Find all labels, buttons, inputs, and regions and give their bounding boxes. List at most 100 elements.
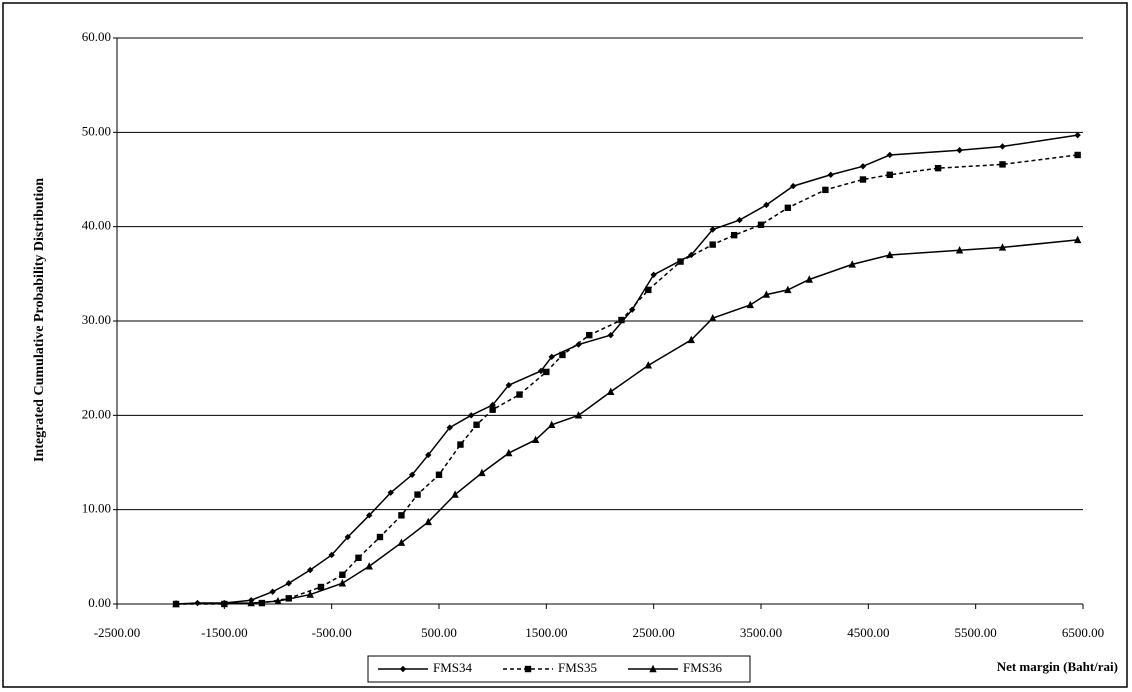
data-point [886, 151, 893, 159]
data-point [645, 286, 652, 294]
data-point [398, 512, 405, 519]
data-point [607, 331, 614, 339]
data-point [1074, 151, 1081, 159]
data-point [424, 517, 432, 526]
x-axis-label: Net margin (Baht/rai) [997, 659, 1118, 674]
x-tick-label: 5500.00 [955, 625, 997, 640]
data-point [644, 361, 652, 369]
data-point [365, 562, 373, 570]
x-tick-label: -2500.00 [94, 625, 141, 640]
data-point [355, 554, 362, 561]
data-point [306, 590, 314, 598]
data-point [848, 260, 856, 268]
data-point [934, 164, 942, 172]
data-point [307, 566, 314, 574]
data-point [425, 451, 432, 459]
data-point [446, 424, 453, 431]
x-tick-label: 2500.00 [633, 625, 675, 640]
data-point [344, 533, 351, 541]
data-point [859, 176, 867, 183]
data-point [274, 596, 282, 605]
data-point [827, 171, 834, 178]
legend-label: FMS35 [558, 660, 597, 675]
y-tick-label: 40.00 [82, 218, 111, 233]
data-point [709, 226, 716, 233]
data-point [537, 367, 545, 375]
data-point [757, 221, 765, 228]
x-tick-label: -1500.00 [201, 625, 248, 640]
data-point [1073, 235, 1082, 244]
legend-marker [649, 664, 657, 673]
data-point [709, 241, 716, 248]
data-point [338, 579, 347, 587]
y-tick-label: 60.00 [82, 29, 111, 44]
legend-box [367, 655, 751, 683]
y-tick-label: 0.00 [88, 595, 111, 610]
x-tick-label: -500.00 [312, 625, 352, 640]
data-point [328, 551, 335, 559]
legend-marker [524, 665, 532, 673]
data-point [451, 490, 459, 498]
data-point [172, 599, 180, 608]
data-point [790, 182, 797, 190]
data-point [473, 421, 480, 428]
data-point [677, 258, 684, 265]
legend-marker [399, 665, 407, 673]
data-point [376, 533, 384, 541]
x-tick-label: 4500.00 [847, 625, 889, 640]
series-line [176, 134, 1078, 605]
data-point [687, 335, 695, 344]
y-tick-label: 20.00 [82, 406, 111, 421]
series-line [176, 239, 1078, 605]
data-point [543, 368, 550, 376]
data-point [805, 275, 813, 283]
legend-label: FMS34 [433, 660, 473, 675]
y-tick-label: 30.00 [82, 312, 111, 327]
data-point [317, 583, 325, 591]
data-point [457, 441, 464, 448]
data-point [548, 420, 556, 428]
data-point [998, 243, 1007, 251]
data-point [618, 316, 625, 324]
data-point [435, 471, 443, 478]
data-point [999, 143, 1006, 150]
x-tick-label: 6500.00 [1062, 625, 1104, 640]
data-point [408, 471, 416, 478]
data-point [709, 313, 717, 322]
data-point [339, 571, 346, 578]
data-point [859, 163, 867, 170]
data-point [784, 285, 792, 294]
data-point [516, 391, 523, 398]
data-point [650, 271, 657, 278]
data-point [822, 186, 829, 194]
data-point [886, 250, 894, 259]
data-point [285, 580, 292, 587]
y-tick-label: 10.00 [82, 501, 111, 516]
x-tick-label: 1500.00 [525, 625, 567, 640]
data-point [999, 161, 1006, 168]
data-point [586, 331, 593, 339]
data-point [607, 387, 615, 395]
data-point [468, 412, 475, 419]
y-tick-label: 50.00 [82, 123, 111, 138]
data-point [784, 204, 792, 211]
data-point [736, 216, 743, 224]
data-point [629, 306, 636, 313]
data-point [258, 599, 266, 607]
data-point [763, 201, 770, 209]
data-point [955, 246, 964, 254]
x-tick-label: 500.00 [421, 625, 457, 640]
data-point [548, 353, 555, 361]
data-point [956, 147, 963, 154]
y-axis-label: Integrated Cumulative Probability Distri… [32, 178, 47, 462]
data-point [489, 406, 496, 413]
data-point [247, 598, 255, 607]
data-point [397, 538, 406, 546]
data-point [762, 290, 771, 298]
data-point [559, 351, 566, 359]
data-point [730, 231, 738, 239]
data-point [478, 468, 486, 477]
data-point [688, 251, 695, 259]
